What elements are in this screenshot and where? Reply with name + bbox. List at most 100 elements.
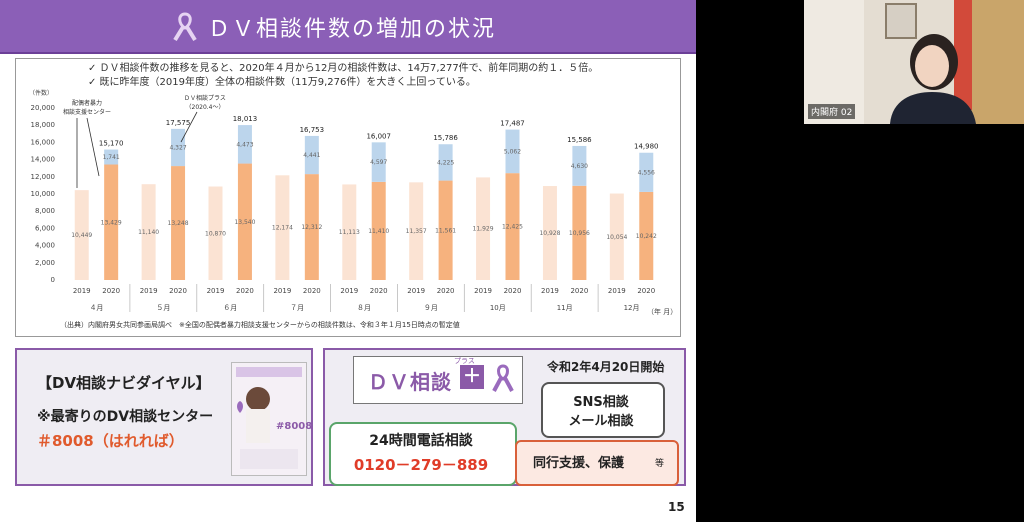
bullet-1: ✓ ＤＶ相談件数の推移を見ると、2020年４月から12月の相談件数は、14万7,… — [88, 63, 599, 74]
bar-value-label: 10,449 — [71, 232, 92, 239]
y-tick-label: 20,000 — [31, 104, 56, 112]
bar-2020-plus-segment — [639, 152, 654, 192]
participant-video-tile[interactable]: 内閣府 02 — [804, 0, 1024, 124]
y-tick-label: 6,000 — [35, 224, 55, 232]
x-unit-label: （年 月） — [647, 307, 677, 316]
bar-value-label: 11,561 — [435, 227, 456, 234]
y-tick-label: 8,000 — [35, 207, 55, 215]
bar-value-label: 11,410 — [368, 228, 389, 235]
dv-plus-logo-plus: ＋ — [460, 365, 484, 389]
bar-2020-base — [438, 180, 453, 280]
x-year-label: 2019 — [273, 287, 291, 295]
x-year-label: 2020 — [303, 287, 321, 295]
poster-number: #8008 — [276, 421, 313, 432]
plus-value-label: 4,630 — [571, 163, 588, 170]
bar-2019-base — [476, 177, 491, 280]
bar-2020-plus-segment — [237, 125, 252, 164]
x-year-label: 2020 — [437, 287, 455, 295]
dv-consultation-bar-chart: （件数） 0 2,000 4,000 6,000 8,000 10,000 12,000 14,… — [29, 89, 677, 316]
y-tick-label: 18,000 — [31, 121, 56, 129]
x-month-label: ６月 — [223, 304, 237, 312]
bar-value-label: 12,425 — [502, 224, 523, 231]
plus-value-label: 1,741 — [103, 154, 120, 161]
x-year-label: 2019 — [340, 287, 358, 295]
navi-number: ＃8008（はれれば） — [37, 432, 184, 450]
bar-2020-plus-segment — [505, 129, 520, 174]
bar-2020-plus-segment — [104, 149, 119, 165]
x-month-label: ７月 — [290, 304, 304, 312]
y-tick-label: 0 — [51, 276, 55, 284]
bar-total-label: 17,575 — [166, 119, 191, 127]
y-tick-label: 16,000 — [31, 138, 56, 146]
x-year-label: 2020 — [236, 287, 254, 295]
bar-2020-base — [104, 164, 119, 280]
presentation-slide: ＤＶ相談件数の増加の状況 ✓ ＤＶ相談件数の推移を見ると、2020年４月から12… — [0, 0, 696, 522]
bullet-2: ✓ 既に昨年度（2019年度）全体の相談件数（11万9,276件）を大きく上回っ… — [88, 77, 476, 88]
bar-2020-plus-segment — [438, 144, 453, 181]
bar-2020-base — [237, 163, 252, 280]
page-number: 15 — [668, 500, 685, 514]
navi-poster-image: #8008 — [231, 362, 312, 476]
start-date: 令和2年4月20日開始 — [547, 360, 665, 374]
annotation-plus-line1: ＤＶ相談プラス — [184, 94, 226, 102]
bar-value-label: 13,540 — [234, 219, 255, 226]
bar-total-label: 14,980 — [634, 143, 659, 151]
bar-value-label: 10,870 — [205, 230, 226, 237]
bar-2020-base — [371, 181, 386, 280]
bar-total-label: 16,007 — [366, 132, 391, 140]
bar-total-label: 17,487 — [500, 120, 525, 128]
bar-total-label: 15,786 — [433, 134, 458, 142]
bar-2019-base — [409, 182, 424, 280]
x-year-label: 2020 — [637, 287, 655, 295]
bar-value-label: 11,929 — [473, 226, 494, 233]
source-note: （出典）内閣府男女共同参画局調べ ※全国の配偶者暴力相談支援センターからの相談件… — [60, 321, 460, 329]
plus-value-label: 5,062 — [504, 148, 521, 155]
dv-plus-furigana: プラス — [454, 357, 475, 365]
chart-frame — [15, 58, 681, 337]
support-box: 同行支援、保護 等 — [515, 440, 679, 486]
bar-2019-base — [609, 193, 624, 280]
bar-value-label: 10,242 — [636, 233, 657, 240]
bar-2020-plus-segment — [304, 135, 319, 175]
dv-plus-logo: ＤＶ相談 ＋ プラス — [353, 356, 523, 404]
mail-label: メール相談 — [568, 414, 634, 429]
bar-2020-base — [304, 174, 319, 280]
bar-2019-base — [342, 184, 357, 280]
x-month-label: ９月 — [424, 304, 438, 312]
plus-value-label: 4,473 — [236, 141, 253, 148]
x-month-label: ４月 — [89, 304, 103, 312]
support-etc: 等 — [655, 459, 665, 469]
bar-2020-plus-segment — [572, 145, 587, 186]
plus-value-label: 4,556 — [638, 169, 655, 176]
bar-2019-base — [542, 186, 557, 280]
annotation-plus-line2: （2020.4～） — [186, 104, 225, 111]
speaker-video-frame — [804, 0, 1024, 124]
participant-name-tag: 内閣府 02 — [808, 104, 856, 119]
x-month-label: ５月 — [156, 304, 170, 312]
dv-plus-panel: ＤＶ相談 ＋ プラス 令和2年4月20日開始 SNS相談 メール相談 24時間電… — [323, 348, 686, 486]
annotation-arrow-plus — [180, 111, 198, 143]
bar-total-label: 18,013 — [233, 115, 258, 123]
summary-bullets: ✓ ＤＶ相談件数の推移を見ると、2020年４月から12月の相談件数は、14万7,… — [88, 62, 598, 90]
plus-value-label: 4,597 — [370, 159, 387, 166]
phone-number: 0120－279－889 — [353, 456, 489, 474]
x-month-label: 11月 — [557, 304, 573, 312]
plus-value-label: 4,327 — [169, 144, 186, 151]
navi-dial-panel: 【DV相談ナビダイヤル】 ※最寄りのDV相談センター ＃8008（はれれば） #… — [15, 348, 313, 486]
slide-title-bar: ＤＶ相談件数の増加の状況 — [0, 0, 696, 54]
poster-illustration — [236, 367, 302, 469]
x-month-label: ８月 — [357, 304, 371, 312]
plus-value-label: 4,441 — [303, 152, 320, 159]
y-tick-label: 2,000 — [35, 259, 55, 267]
y-tick-label: 14,000 — [31, 156, 56, 164]
plus-value-label: 4,225 — [437, 159, 454, 166]
bar-value-label: 10,956 — [569, 230, 590, 237]
navi-subtitle: ※最寄りのDV相談センター — [37, 409, 214, 425]
x-month-label: 10月 — [490, 304, 506, 312]
bar-value-label: 12,312 — [301, 224, 322, 231]
y-tick-label: 10,000 — [31, 190, 56, 198]
bar-value-label: 10,054 — [606, 234, 627, 241]
x-year-label: 2020 — [169, 287, 187, 295]
x-year-label: 2020 — [370, 287, 388, 295]
phone-title: 24時間電話相談 — [369, 433, 473, 449]
